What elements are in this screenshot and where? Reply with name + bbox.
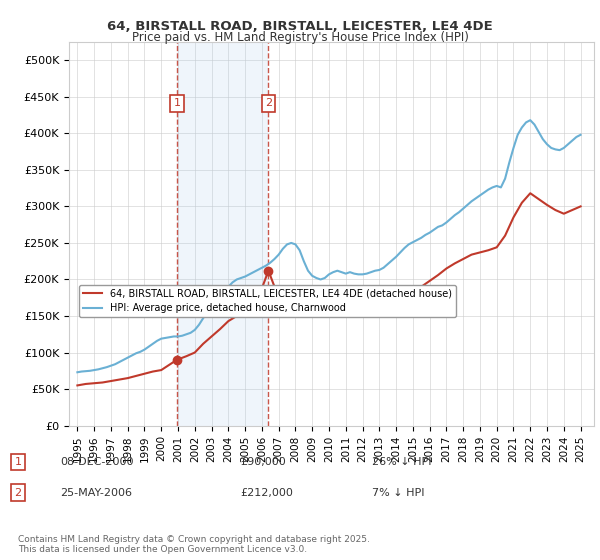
Text: 7% ↓ HPI: 7% ↓ HPI [372,488,425,498]
Text: 2: 2 [14,488,22,498]
Text: Price paid vs. HM Land Registry's House Price Index (HPI): Price paid vs. HM Land Registry's House … [131,31,469,44]
Text: 25-MAY-2006: 25-MAY-2006 [60,488,132,498]
Text: £90,000: £90,000 [240,457,286,467]
Text: 64, BIRSTALL ROAD, BIRSTALL, LEICESTER, LE4 4DE: 64, BIRSTALL ROAD, BIRSTALL, LEICESTER, … [107,20,493,32]
Text: 2: 2 [265,99,272,109]
Text: £212,000: £212,000 [240,488,293,498]
Bar [177,42,268,426]
Legend: 64, BIRSTALL ROAD, BIRSTALL, LEICESTER, LE4 4DE (detached house), HPI: Average p: 64, BIRSTALL ROAD, BIRSTALL, LEICESTER, … [79,284,456,318]
Text: 08-DEC-2000: 08-DEC-2000 [60,457,133,467]
Text: 1: 1 [14,457,22,467]
Text: 1: 1 [173,99,181,109]
Text: Contains HM Land Registry data © Crown copyright and database right 2025.
This d: Contains HM Land Registry data © Crown c… [18,535,370,554]
Text: 26% ↓ HPI: 26% ↓ HPI [372,457,431,467]
